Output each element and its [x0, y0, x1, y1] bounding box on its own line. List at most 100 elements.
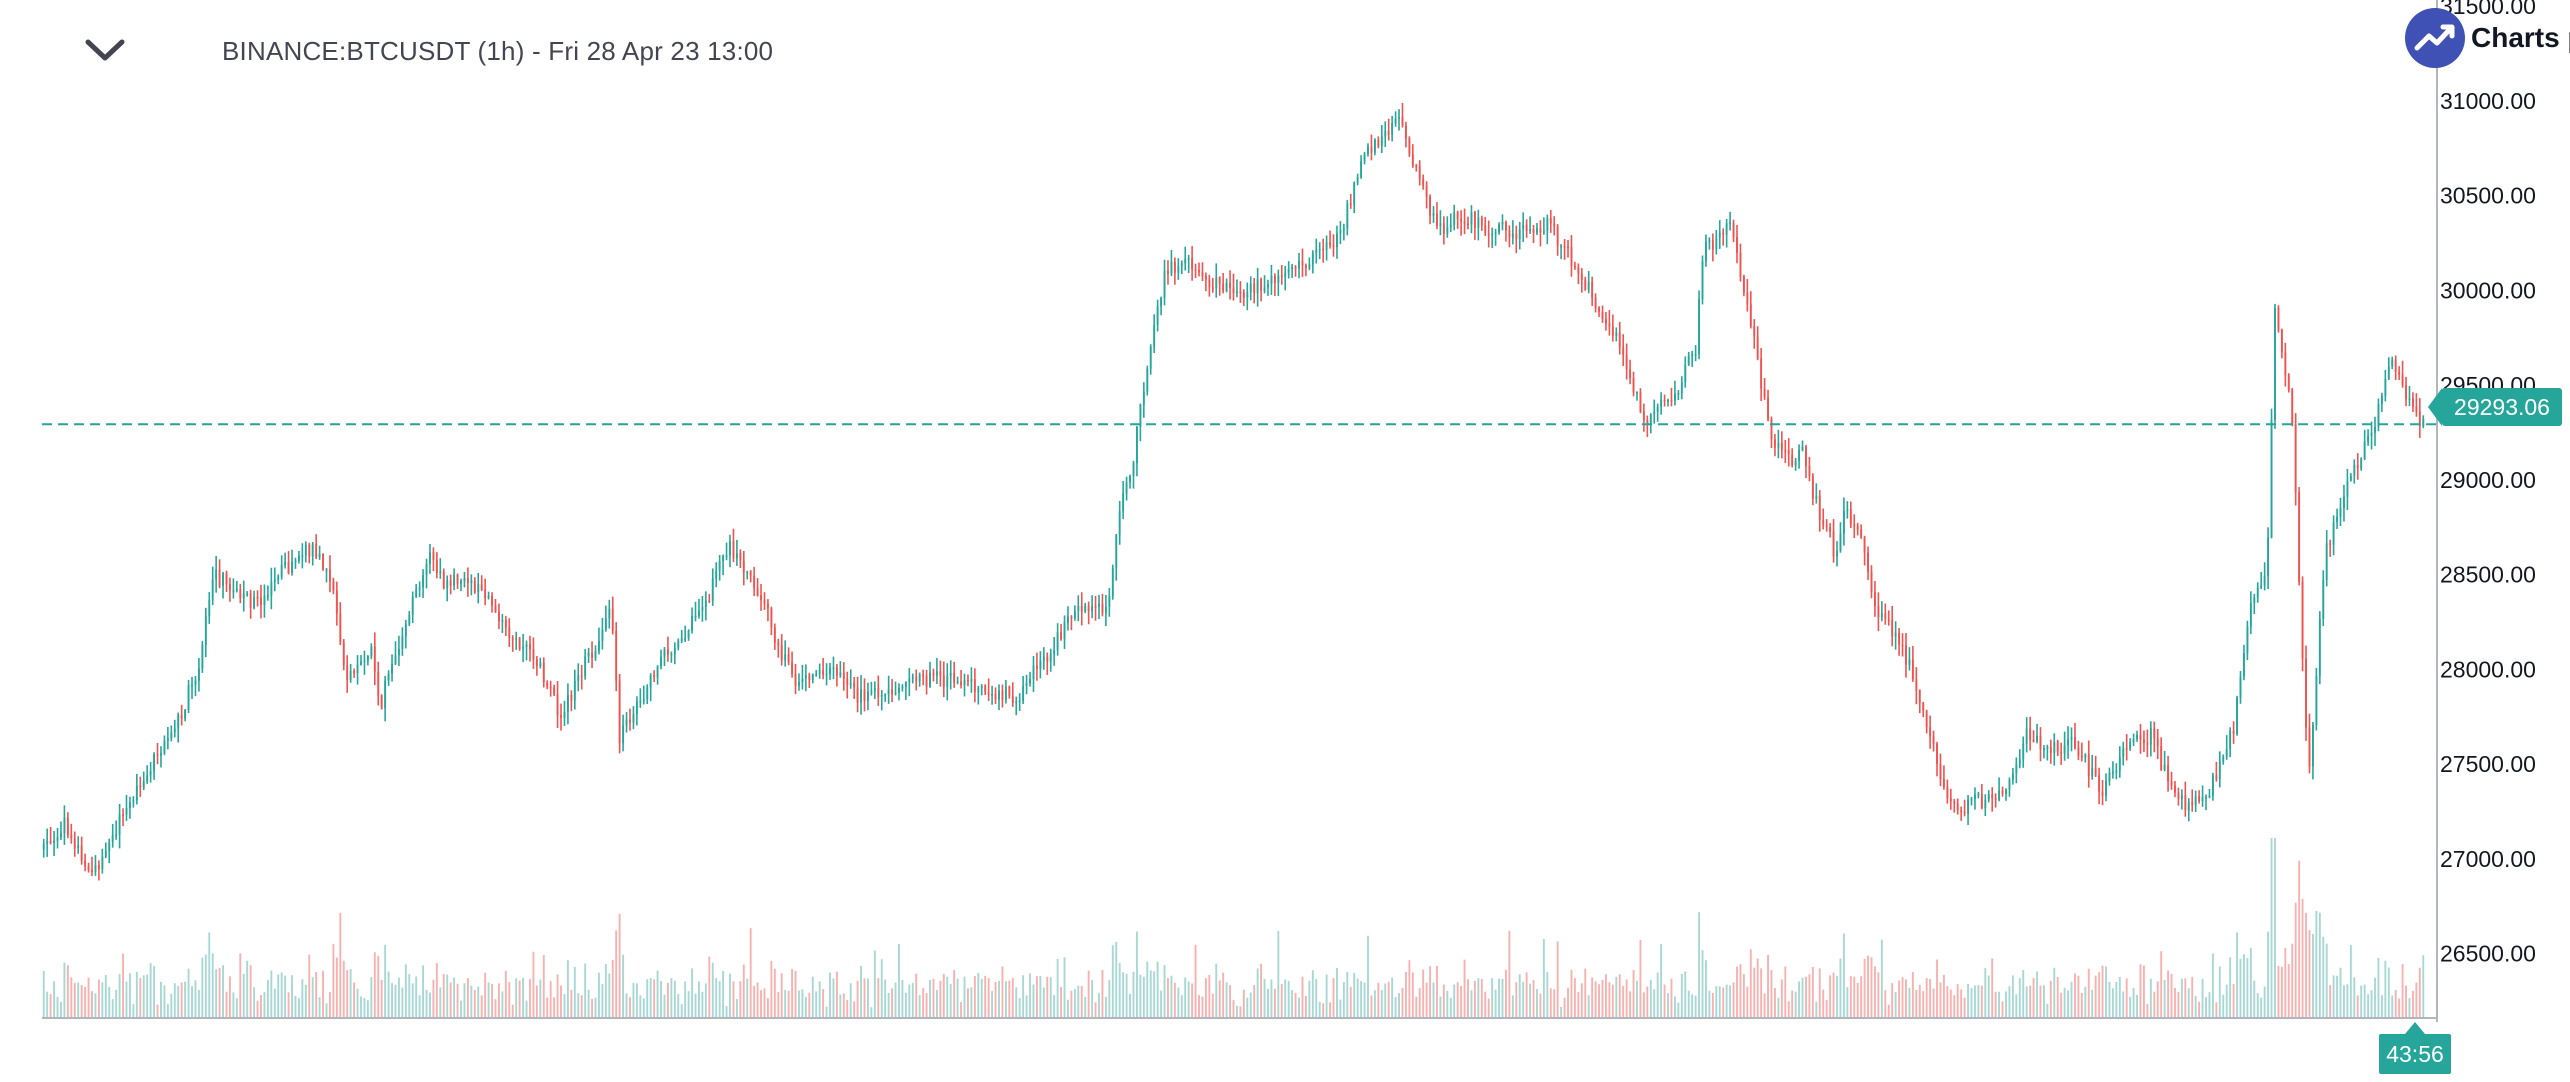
volume-bar [2180, 978, 2183, 1018]
volume-bar [1022, 975, 1025, 1018]
candle-body [1436, 213, 1438, 226]
candle-body [60, 833, 62, 838]
candle-body [201, 644, 204, 669]
candle-body [1605, 319, 1607, 324]
candle-body [2084, 754, 2087, 758]
candle-body [1191, 258, 1194, 270]
volume-bar [1832, 972, 1835, 1018]
collapse-button[interactable] [70, 22, 140, 78]
volume-bar [642, 998, 645, 1018]
volume-bar [1060, 987, 1063, 1018]
candle-body [570, 695, 573, 701]
volume-bar [942, 973, 945, 1018]
candle-body [1370, 146, 1373, 153]
volume-bar [1784, 966, 1787, 1018]
volume-bar [1104, 996, 1107, 1018]
candle-body [715, 570, 718, 579]
candle-body [1732, 222, 1735, 238]
candle-body [339, 613, 342, 643]
volume-bar [1698, 912, 1701, 1018]
candle-body [2046, 746, 2049, 749]
volume-bar [1894, 992, 1897, 1018]
volume-bar [863, 978, 866, 1018]
volume-bar [1749, 949, 1752, 1018]
candle-body [404, 624, 407, 637]
candle-body [1236, 291, 1238, 294]
candle-body [791, 662, 794, 674]
candle-body [1936, 743, 1938, 765]
volume-bar [1218, 980, 1221, 1018]
candle-body [2367, 435, 2370, 442]
candle-body [1963, 811, 1966, 814]
volume-bar [97, 979, 100, 1018]
volume-bar [1849, 976, 1852, 1018]
volume-bar [477, 986, 480, 1018]
candle-body [270, 581, 273, 596]
candle-body [929, 672, 931, 687]
volume-bar [1194, 944, 1197, 1018]
candle-body [2401, 374, 2404, 386]
candle-body [501, 620, 504, 622]
candle-body [849, 683, 852, 685]
candle-body [725, 555, 728, 558]
candle-body [798, 682, 800, 686]
volume-bar [967, 988, 969, 1018]
candle-body [577, 675, 580, 682]
candle-body [1908, 659, 1911, 665]
candle-body [225, 572, 228, 585]
volume-bar [1132, 971, 1135, 1018]
volume-bar [735, 999, 738, 1018]
candle-body [1956, 803, 1959, 811]
volume-bar [2384, 960, 2387, 1018]
volume-bar [1222, 972, 1225, 1018]
volume-bar [2246, 958, 2249, 1018]
volume-bar [1780, 979, 1783, 1018]
candle-body [1922, 703, 1925, 711]
candle-body [1418, 166, 1421, 179]
candle-body [287, 562, 290, 574]
candle-body [1725, 223, 1728, 235]
volume-bar [508, 982, 511, 1018]
volume-bar [1173, 982, 1176, 1018]
candle-body [91, 870, 93, 872]
volume-bar [2418, 967, 2421, 1018]
candle-body [694, 615, 697, 618]
volume-bar [684, 981, 687, 1018]
volume-bar [2105, 966, 2107, 1018]
candle-body [373, 646, 376, 672]
volume-bar [456, 983, 459, 1018]
candle-body [253, 597, 256, 608]
candle-body [2232, 730, 2235, 734]
candle-body [1646, 420, 1649, 424]
volume-bar [132, 1004, 135, 1018]
candle-body [1880, 613, 1883, 618]
candle-body [2415, 406, 2418, 412]
charts-logo[interactable]: Charts p [2405, 4, 2570, 70]
candle-body [753, 575, 756, 589]
volume-bar [1829, 975, 1832, 1018]
volume-bar [2387, 967, 2390, 1018]
volume-bar [487, 982, 490, 1018]
volume-bar [480, 995, 483, 1018]
volume-bar [1770, 970, 1773, 1018]
volume-bar [1663, 984, 1666, 1018]
volume-bar [894, 982, 897, 1018]
volume-bar [904, 992, 907, 1018]
volume-bar [1332, 978, 1335, 1018]
volume-bar [2056, 976, 2059, 1018]
candle-body [804, 675, 807, 679]
volume-bar [1180, 995, 1183, 1018]
volume-bar [539, 979, 542, 1018]
price-axis[interactable]: 31500.0031000.0030500.0030000.0029500.00… [2440, 0, 2536, 967]
volume-bar [1315, 979, 1318, 1018]
candle-body [1563, 245, 1566, 248]
volume-bar [1925, 978, 1928, 1018]
candle-body [1670, 400, 1673, 402]
candle-body [1270, 275, 1273, 285]
volume-bar [1253, 985, 1256, 1018]
volume-bar [91, 991, 93, 1018]
volume-bar [1839, 958, 1842, 1018]
volume-bar [2060, 992, 2063, 1018]
volume-bar [1460, 985, 1463, 1018]
